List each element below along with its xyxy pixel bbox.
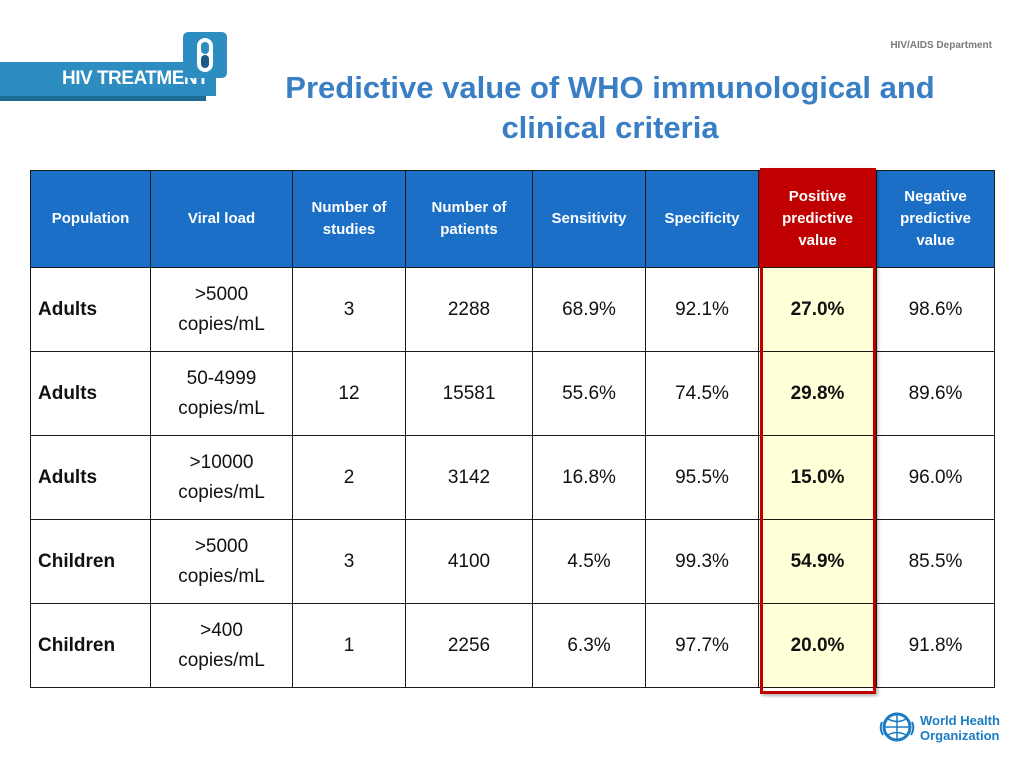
who-logo: World Health Organization <box>878 708 1000 748</box>
patients-cell: 4100 <box>405 519 533 604</box>
hiv-treatment-banner: HIV TREATMENT <box>0 62 216 101</box>
studies-cell: 3 <box>292 519 406 604</box>
who-name-line2: Organization <box>920 728 1000 743</box>
ppv-cell: 15.0% <box>758 435 877 520</box>
viral-load-cell: 50-4999 copies/mL <box>150 351 293 436</box>
who-name-line1: World Health <box>920 713 1000 728</box>
ppv-cell: 29.8% <box>758 351 877 436</box>
table-header-row: Population Viral load Number of studies … <box>30 170 995 268</box>
ppv-cell: 27.0% <box>758 267 877 352</box>
population-cell: Adults <box>30 351 151 436</box>
specificity-cell: 97.7% <box>645 603 759 688</box>
column-header: Specificity <box>645 170 759 268</box>
viral-load-cell: >10000 copies/mL <box>150 435 293 520</box>
patients-cell: 2256 <box>405 603 533 688</box>
predictive-value-table: Population Viral load Number of studies … <box>30 170 995 688</box>
banner-label: HIV TREATMENT <box>62 68 209 89</box>
pill-capsule-icon <box>183 32 227 78</box>
population-cell: Children <box>30 603 151 688</box>
npv-cell: 98.6% <box>876 267 995 352</box>
sensitivity-cell: 16.8% <box>532 435 646 520</box>
department-label: HIV/AIDS Department <box>890 40 992 51</box>
studies-cell: 2 <box>292 435 406 520</box>
page-title: Predictive value of WHO immunological an… <box>285 70 935 145</box>
patients-cell: 2288 <box>405 267 533 352</box>
specificity-cell: 95.5% <box>645 435 759 520</box>
population-cell: Adults <box>30 267 151 352</box>
table-row: Adults >10000 copies/mL 2 3142 16.8% 95.… <box>30 435 995 520</box>
table-row: Children >5000 copies/mL 3 4100 4.5% 99.… <box>30 519 995 604</box>
viral-load-cell: >5000 copies/mL <box>150 519 293 604</box>
npv-cell: 96.0% <box>876 435 995 520</box>
sensitivity-cell: 68.9% <box>532 267 646 352</box>
viral-load-cell: >5000 copies/mL <box>150 267 293 352</box>
column-header: Viral load <box>150 170 293 268</box>
ppv-cell: 54.9% <box>758 519 877 604</box>
sensitivity-cell: 6.3% <box>532 603 646 688</box>
table-row: Adults >5000 copies/mL 3 2288 68.9% 92.1… <box>30 267 995 352</box>
ppv-cell: 20.0% <box>758 603 877 688</box>
npv-cell: 89.6% <box>876 351 995 436</box>
npv-cell: 91.8% <box>876 603 995 688</box>
patients-cell: 15581 <box>405 351 533 436</box>
studies-cell: 12 <box>292 351 406 436</box>
sensitivity-cell: 55.6% <box>532 351 646 436</box>
specificity-cell: 92.1% <box>645 267 759 352</box>
studies-cell: 3 <box>292 267 406 352</box>
column-header: Negative predictive value <box>876 170 995 268</box>
population-cell: Adults <box>30 435 151 520</box>
specificity-cell: 74.5% <box>645 351 759 436</box>
column-header: Population <box>30 170 151 268</box>
column-header: Number of patients <box>405 170 533 268</box>
patients-cell: 3142 <box>405 435 533 520</box>
column-header-highlighted: Positive predictive value <box>758 170 877 268</box>
population-cell: Children <box>30 519 151 604</box>
studies-cell: 1 <box>292 603 406 688</box>
table-row: Children >400 copies/mL 1 2256 6.3% 97.7… <box>30 603 995 688</box>
sensitivity-cell: 4.5% <box>532 519 646 604</box>
specificity-cell: 99.3% <box>645 519 759 604</box>
column-header: Number of studies <box>292 170 406 268</box>
column-header: Sensitivity <box>532 170 646 268</box>
who-emblem-icon <box>879 712 915 742</box>
viral-load-cell: >400 copies/mL <box>150 603 293 688</box>
table-row: Adults 50-4999 copies/mL 12 15581 55.6% … <box>30 351 995 436</box>
npv-cell: 85.5% <box>876 519 995 604</box>
